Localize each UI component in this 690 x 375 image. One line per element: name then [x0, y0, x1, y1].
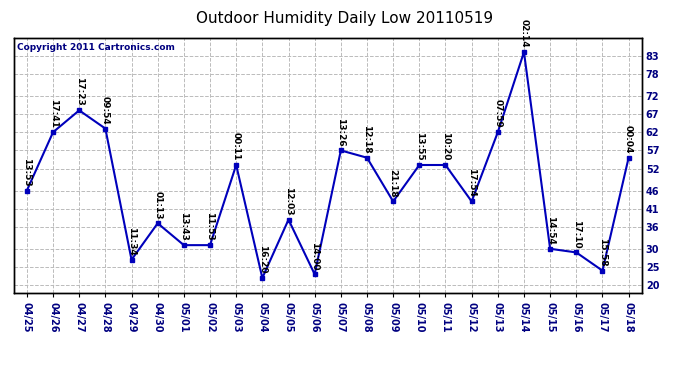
Text: 21:18: 21:18: [388, 169, 397, 197]
Text: 02:14: 02:14: [520, 19, 529, 48]
Text: 13:55: 13:55: [415, 132, 424, 161]
Text: 12:18: 12:18: [362, 125, 371, 153]
Text: 17:54: 17:54: [467, 168, 476, 197]
Text: 09:54: 09:54: [101, 96, 110, 124]
Text: 11:34: 11:34: [127, 227, 136, 255]
Text: 14:00: 14:00: [310, 242, 319, 270]
Text: 14:54: 14:54: [546, 216, 555, 244]
Text: Copyright 2011 Cartronics.com: Copyright 2011 Cartronics.com: [17, 43, 175, 52]
Text: 00:04: 00:04: [624, 125, 633, 153]
Text: 00:11: 00:11: [232, 132, 241, 161]
Text: 10:20: 10:20: [441, 132, 450, 161]
Text: 17:41: 17:41: [48, 99, 57, 128]
Text: 01:13: 01:13: [153, 190, 162, 219]
Text: 17:10: 17:10: [572, 220, 581, 248]
Text: 13:53: 13:53: [22, 158, 31, 186]
Text: 15:58: 15:58: [598, 238, 607, 267]
Text: 13:43: 13:43: [179, 212, 188, 241]
Text: 11:53: 11:53: [206, 212, 215, 241]
Text: 07:59: 07:59: [493, 99, 502, 128]
Text: 16:20: 16:20: [258, 245, 267, 274]
Text: 12:03: 12:03: [284, 187, 293, 216]
Text: 17:23: 17:23: [75, 78, 83, 106]
Text: Outdoor Humidity Daily Low 20110519: Outdoor Humidity Daily Low 20110519: [197, 11, 493, 26]
Text: 13:26: 13:26: [336, 118, 345, 146]
